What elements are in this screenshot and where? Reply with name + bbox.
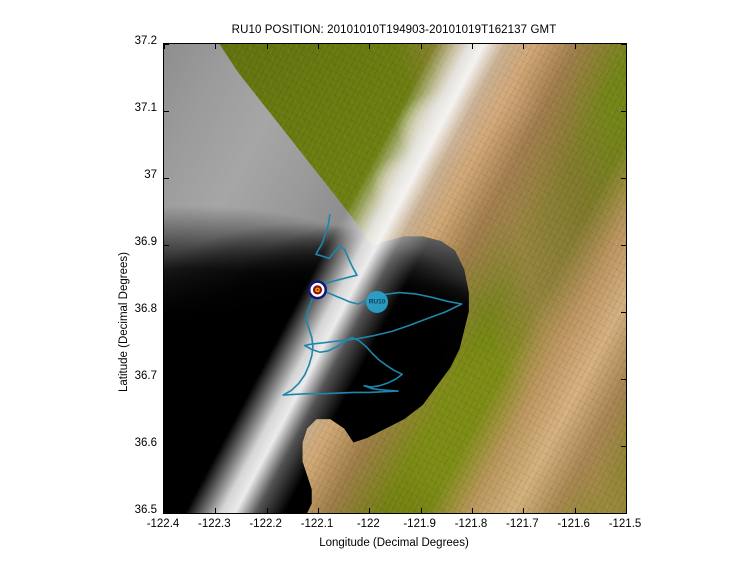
coastline-layer — [164, 44, 626, 513]
x-tick-label: -122.3 — [198, 518, 231, 530]
x-tick — [574, 44, 576, 49]
x-tick — [626, 44, 627, 49]
y-tick — [164, 379, 169, 380]
y-tick — [621, 513, 626, 514]
y-tick — [164, 446, 169, 447]
y-tick — [621, 245, 626, 246]
x-tick-label: -122.4 — [146, 518, 180, 530]
y-tick — [621, 446, 626, 447]
x-tick — [369, 508, 371, 513]
x-tick-label: -122.2 — [249, 518, 282, 530]
x-tick — [164, 508, 165, 513]
x-tick — [318, 44, 319, 49]
x-tick — [266, 508, 268, 513]
x-tick — [420, 44, 422, 49]
x-tick — [215, 508, 217, 513]
y-axis-title: Latitude (Decimal Degrees) — [118, 252, 130, 392]
y-tick — [164, 178, 169, 179]
x-axis-title: Longitude (Decimal Degrees) — [319, 537, 469, 549]
y-tick-label: 36.9 — [134, 236, 157, 248]
y-tick — [164, 44, 169, 45]
y-tick-label: 36.8 — [134, 303, 157, 315]
glider-overlay: RU10 — [282, 214, 463, 396]
y-tick — [621, 379, 626, 380]
x-tick-label: -121.9 — [403, 518, 436, 530]
x-tick — [472, 44, 473, 49]
y-tick — [621, 178, 626, 179]
y-tick — [164, 513, 169, 514]
figure-title: RU10 POSITION: 20101010T194903-20101019T… — [231, 24, 557, 36]
x-tick — [215, 44, 217, 49]
y-tick-label: 37.2 — [134, 35, 157, 47]
x-tick — [523, 508, 525, 513]
position-marker[interactable] — [307, 280, 327, 300]
x-tick-label: -122 — [356, 518, 380, 530]
y-tick — [621, 312, 626, 313]
map-axes[interactable]: RU10 — [163, 43, 627, 514]
x-tick — [523, 44, 525, 49]
x-tick — [164, 44, 165, 49]
x-tick — [266, 44, 268, 49]
y-tick-label: 36.5 — [134, 504, 157, 516]
y-tick — [621, 44, 626, 45]
x-tick-label: -122.1 — [300, 518, 334, 530]
x-tick — [574, 508, 576, 513]
x-tick-label: -121.5 — [608, 518, 642, 530]
glider-label-text: RU10 — [369, 298, 386, 305]
y-tick-label: 37 — [144, 169, 157, 181]
x-tick — [420, 508, 422, 513]
x-tick — [369, 44, 371, 49]
y-tick-label: 36.6 — [134, 437, 157, 449]
x-tick-label: -121.7 — [506, 518, 539, 530]
x-tick — [626, 508, 627, 513]
y-tick — [164, 245, 169, 246]
y-tick-label: 37.1 — [134, 102, 157, 114]
x-tick-label: -121.6 — [557, 518, 590, 530]
marker-core — [316, 288, 319, 291]
y-tick — [621, 111, 626, 112]
x-tick — [472, 508, 473, 513]
glider-track-polyline — [282, 214, 463, 396]
y-tick — [164, 312, 169, 313]
y-tick-label: 36.7 — [134, 370, 157, 382]
y-tick — [164, 111, 169, 112]
glider-label-group: RU10 — [366, 290, 389, 313]
x-tick-label: -121.8 — [454, 518, 488, 530]
x-tick — [318, 508, 319, 513]
glider-label-badge — [366, 290, 389, 313]
